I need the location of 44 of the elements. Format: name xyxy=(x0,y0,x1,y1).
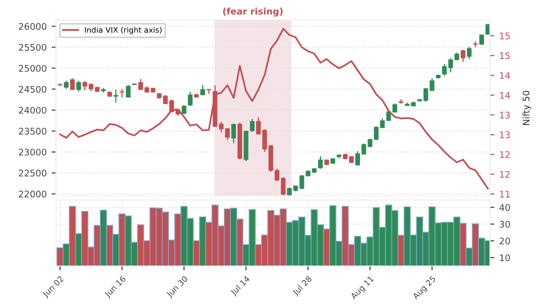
candlestick xyxy=(182,104,186,115)
y2-tick-label: 13 xyxy=(500,112,510,118)
candlestick xyxy=(318,156,323,170)
y-tick-label: 23000 xyxy=(18,148,46,156)
y-tick-label: 30 xyxy=(500,220,510,228)
x-tick-label: Jun 16 xyxy=(104,275,128,299)
y-tick-label: 25000 xyxy=(18,64,46,72)
candlestick xyxy=(231,122,236,144)
x-tick-label: Aug 11 xyxy=(350,276,376,301)
y-tick-label: 40 xyxy=(499,204,510,211)
x-tick-label: Jul 28 xyxy=(292,275,314,297)
candlestick xyxy=(466,46,472,60)
candlestick xyxy=(460,49,466,62)
candlestick xyxy=(70,78,75,91)
y2-tick-label: 15 xyxy=(500,52,510,60)
y2-tick-label: 15 xyxy=(500,32,510,40)
x-tick-label: Aug 25 xyxy=(412,276,438,301)
y-tick-label: 22500 xyxy=(18,170,46,177)
line-series xyxy=(59,28,489,190)
y-tick-label: 10 xyxy=(500,254,510,262)
text: Nifty 50 xyxy=(522,90,532,125)
y-tick-label: 24000 xyxy=(18,106,46,114)
text: (fear rising) xyxy=(223,8,283,16)
x-tick-label: Jun 30 xyxy=(166,276,190,299)
candlestick xyxy=(113,89,118,104)
candlestick xyxy=(188,91,193,106)
y2-tick-label: 14 xyxy=(500,72,510,79)
y-tick-label: 22000 xyxy=(18,190,46,198)
y-tick-label: 26000 xyxy=(18,23,46,30)
candlestick xyxy=(126,84,131,98)
y2-tick-label: 12 xyxy=(500,151,510,158)
y2-tick-label: 11 xyxy=(500,190,510,198)
x-tick-label: Jun 02 xyxy=(42,276,65,299)
y-tick-label: 20 xyxy=(500,238,510,244)
candlestick xyxy=(76,80,81,92)
y-tick-label: 25500 xyxy=(18,44,46,51)
candlestick xyxy=(200,84,205,96)
y2-tick-label: 14 xyxy=(500,92,510,99)
y2-tick-label: 13 xyxy=(500,131,510,138)
y-tick-label: 23500 xyxy=(18,128,46,135)
y-tick-label: 24500 xyxy=(18,86,46,93)
x-tick-label: Jul 14 xyxy=(230,275,252,297)
y2-tick-label: 12 xyxy=(500,170,510,178)
candlestick xyxy=(250,118,255,132)
